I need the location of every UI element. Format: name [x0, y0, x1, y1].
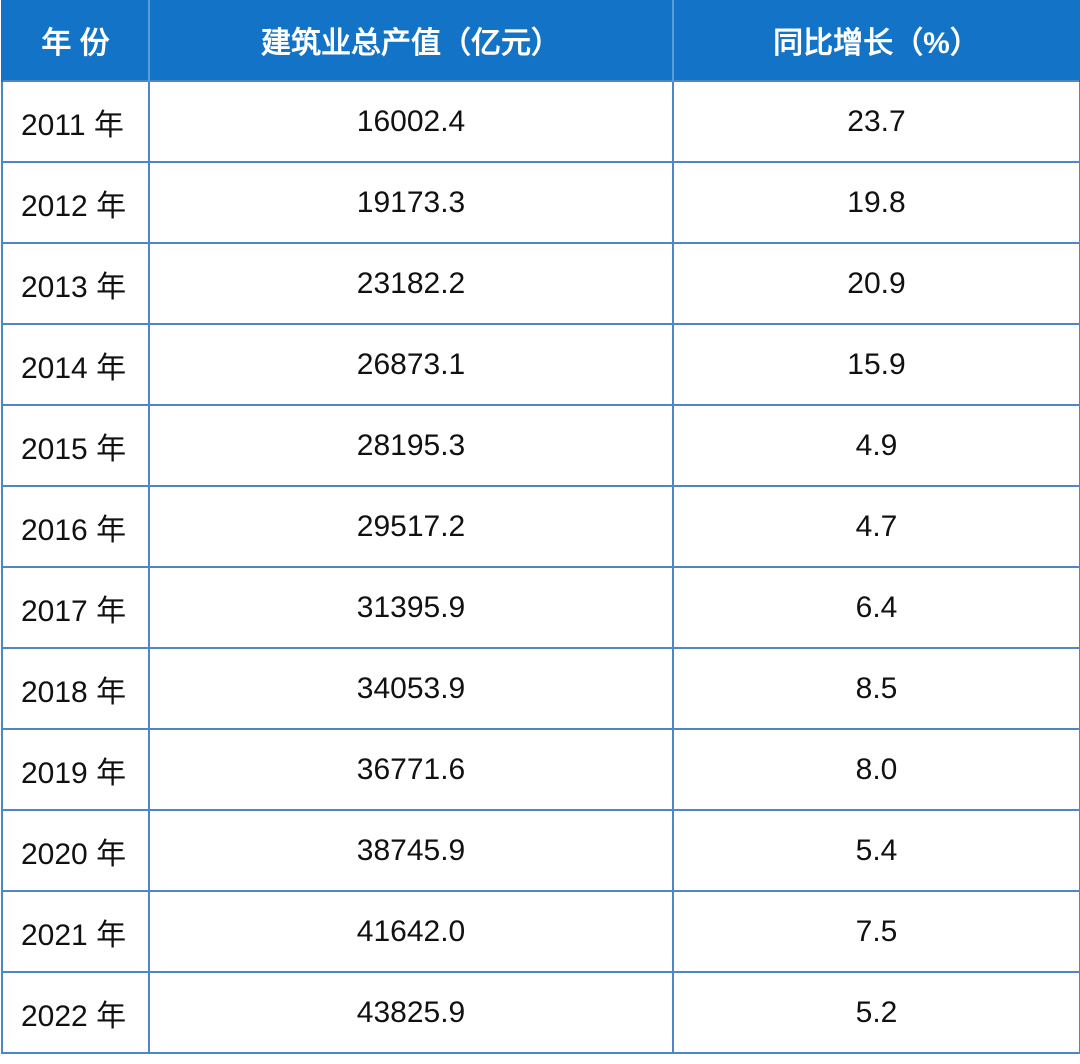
total-output-cell: 23182.2	[148, 242, 674, 325]
table-row: 2017 年 31395.9 6.4	[1, 566, 1080, 649]
total-output-cell: 29517.2	[148, 485, 674, 568]
table-body: 2011 年 16002.4 23.7 2012 年 19173.3 19.8 2013 年…	[1, 80, 1080, 1054]
table-row: 2013 年 23182.2 20.9	[1, 242, 1080, 325]
year-cell: 2019 年	[1, 728, 150, 811]
total-output-cell: 16002.4	[148, 80, 674, 163]
total-output-cell: 36771.6	[148, 728, 674, 811]
year-cell: 2015 年	[1, 404, 150, 487]
year-cell: 2017 年	[1, 566, 150, 649]
total-output-cell: 43825.9	[148, 971, 674, 1054]
growth-cell: 8.5	[672, 647, 1080, 730]
growth-cell: 15.9	[672, 323, 1080, 406]
table-row: 2012 年 19173.3 19.8	[1, 161, 1080, 244]
growth-cell: 20.9	[672, 242, 1080, 325]
year-cell: 2020 年	[1, 809, 150, 892]
total-output-cell: 31395.9	[148, 566, 674, 649]
table-row: 2021 年 41642.0 7.5	[1, 890, 1080, 973]
total-output-cell: 19173.3	[148, 161, 674, 244]
growth-cell: 7.5	[672, 890, 1080, 973]
growth-cell: 6.4	[672, 566, 1080, 649]
year-cell: 2016 年	[1, 485, 150, 568]
year-cell: 2013 年	[1, 242, 150, 325]
table-row: 2018 年 34053.9 8.5	[1, 647, 1080, 730]
year-cell: 2022 年	[1, 971, 150, 1054]
year-cell: 2014 年	[1, 323, 150, 406]
growth-cell: 5.2	[672, 971, 1080, 1054]
growth-cell: 19.8	[672, 161, 1080, 244]
year-cell: 2021 年	[1, 890, 150, 973]
table-row: 2014 年 26873.1 15.9	[1, 323, 1080, 406]
total-output-cell: 38745.9	[148, 809, 674, 892]
growth-cell: 4.9	[672, 404, 1080, 487]
total-output-cell: 34053.9	[148, 647, 674, 730]
growth-cell: 23.7	[672, 80, 1080, 163]
table-row: 2016 年 29517.2 4.7	[1, 485, 1080, 568]
header-row: 年 份 建筑业总产值（亿元） 同比增长（%）	[1, 0, 1080, 81]
total-output-cell: 26873.1	[148, 323, 674, 406]
table-row: 2020 年 38745.9 5.4	[1, 809, 1080, 892]
table-header: 年 份 建筑业总产值（亿元） 同比增长（%）	[1, 0, 1080, 81]
growth-cell: 4.7	[672, 485, 1080, 568]
table-row: 2019 年 36771.6 8.0	[1, 728, 1080, 811]
growth-cell: 8.0	[672, 728, 1080, 811]
header-total-output: 建筑业总产值（亿元）	[148, 0, 674, 81]
header-year: 年 份	[1, 0, 150, 81]
total-output-cell: 41642.0	[148, 890, 674, 973]
table-row: 2015 年 28195.3 4.9	[1, 404, 1080, 487]
header-growth: 同比增长（%）	[672, 0, 1080, 81]
year-cell: 2011 年	[1, 80, 150, 163]
total-output-cell: 28195.3	[148, 404, 674, 487]
table-row: 2011 年 16002.4 23.7	[1, 80, 1080, 163]
year-cell: 2018 年	[1, 647, 150, 730]
year-cell: 2012 年	[1, 161, 150, 244]
growth-cell: 5.4	[672, 809, 1080, 892]
table-row: 2022 年 43825.9 5.2	[1, 971, 1080, 1054]
